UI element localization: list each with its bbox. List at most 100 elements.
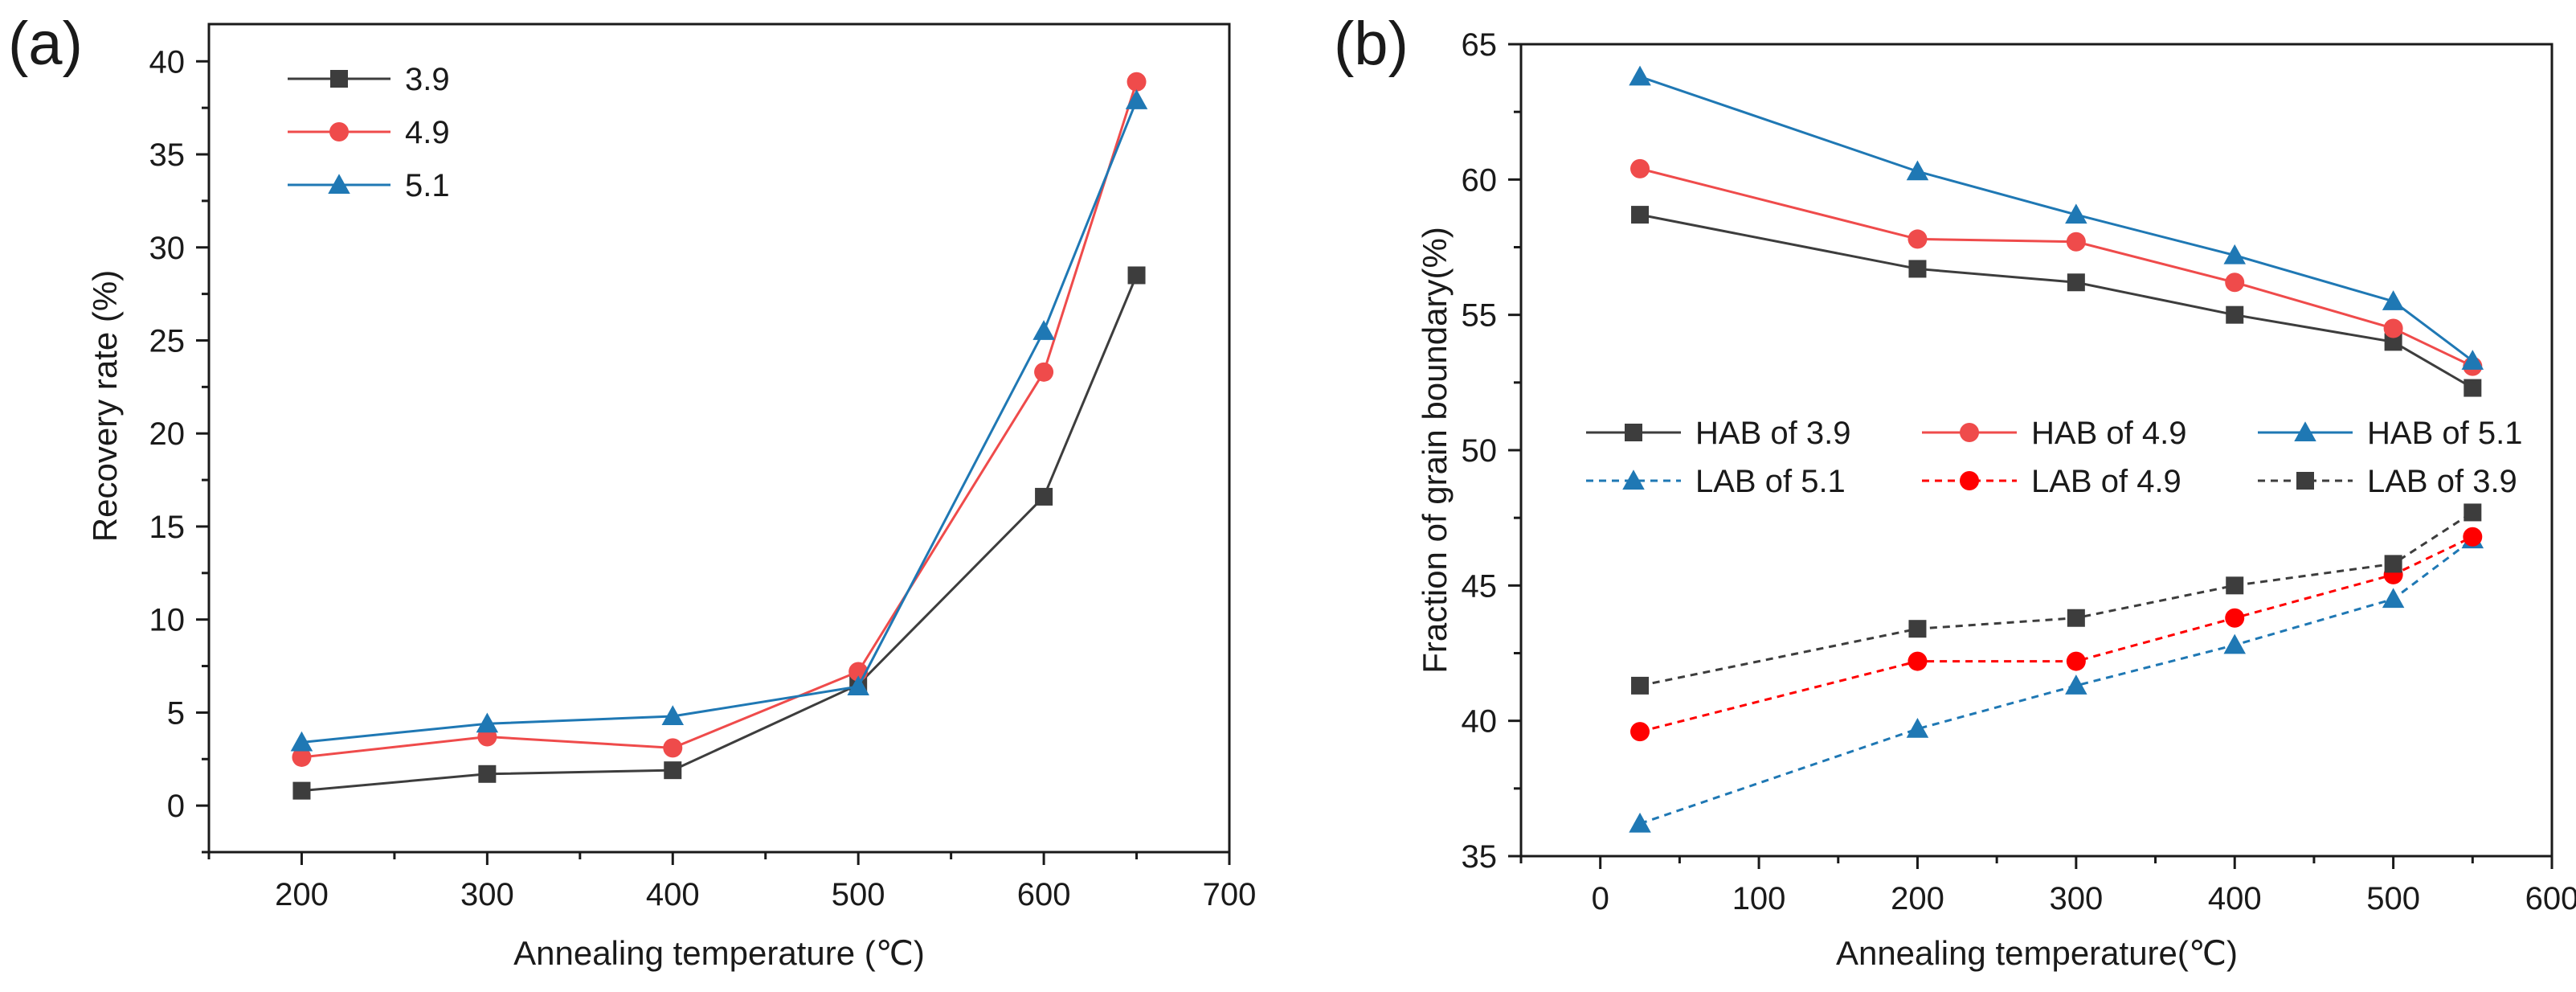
series-hab-of-4-9 [1630,158,2483,376]
legend-label: LAB of 5.1 [1695,464,1846,499]
data-point [2382,290,2405,310]
panel-a-x-ticks: 200 300 400 500 600 700 [207,852,1257,912]
data-point [1629,812,1651,833]
data-point [2461,350,2484,370]
panel-b: (b) 0 100 200 300 400 500 600 35 40 45 50 55 60 65 A… [1334,10,2576,972]
data-point [2464,379,2482,397]
x-tick-label: 600 [1017,877,1071,912]
data-point [2065,674,2087,695]
legend-label: LAB of 3.9 [2367,464,2517,499]
series-hab-of-5-1 [1629,65,2484,370]
data-point [2066,232,2086,252]
legend-item-lab-of-3-9: LAB of 3.9 [2258,464,2517,499]
series-lab-of-4-9 [1630,527,2483,742]
series-line-hab-of-3-9 [1639,213,2474,389]
data-point [292,747,312,767]
y-tick-label: 35 [1462,839,1498,875]
data-point [2225,608,2245,628]
x-tick-label: 500 [832,877,885,912]
panel-a-legend: 3.9 4.9 5.1 [288,62,450,203]
legend-item-5-1: 5.1 [288,168,450,203]
x-tick-label: 600 [2525,881,2576,916]
data-point [1125,89,1148,109]
legend-item-lab-of-4-9: LAB of 4.9 [1922,464,2181,499]
data-point [2226,305,2244,324]
y-tick-label: 55 [1462,298,1498,334]
data-point [2066,651,2086,671]
legend-item-4-9: 4.9 [288,115,450,150]
legend-item-lab-of-5-1: LAB of 5.1 [1586,464,1846,499]
x-tick-label: 400 [2208,881,2262,916]
legend-marker [1960,423,1979,442]
x-tick-label: 700 [1203,877,1257,912]
panel-a-x-axis-title: Annealing temperature (℃) [513,934,925,972]
legend-label: 4.9 [405,115,450,150]
data-point [1032,320,1055,340]
x-tick-label: 300 [460,877,514,912]
panel-b-y-axis-title: Fraction of grain boundary(%) [1416,227,1454,674]
data-point [1629,65,1651,86]
panel-b-tag: (b) [1334,10,1409,78]
legend-item-hab-of-5-1: HAB of 5.1 [2258,416,2522,451]
legend-marker [1625,424,1642,441]
panel-b-legend: HAB of 3.9 HAB of 4.9 HAB of 5.1 LAB of 5.1… [1586,416,2522,499]
data-point [1630,158,1650,178]
data-point [1631,676,1650,695]
data-point [1906,160,1929,181]
series-line-3-9 [301,274,1138,793]
data-point [2383,318,2403,338]
legend-item-hab-of-4-9: HAB of 4.9 [1922,416,2186,451]
data-point [1907,651,1928,671]
panel-a: (a) 200 300 400 500 600 700 0510152025303540 … [8,10,1256,972]
data-point [663,738,683,758]
x-tick-label: 500 [2366,881,2420,916]
panel-a-tag: (a) [8,10,83,78]
series-lab-of-5-1 [1629,528,2484,833]
panel-b-x-ticks: 0 100 200 300 400 500 600 [1519,856,2576,916]
legend-label: HAB of 3.9 [1695,416,1850,451]
legend-marker [2296,472,2314,490]
data-point [1907,229,1928,249]
series-line-hab-of-5-1 [1639,75,2474,363]
panel-b-series [1629,65,2484,833]
series-3-9 [292,266,1146,800]
y-tick-label: 65 [1462,27,1498,63]
x-tick-label: 400 [646,877,700,912]
data-point [476,712,499,733]
data-point [1034,362,1054,382]
series-line-4-9 [301,81,1138,759]
series-hab-of-3-9 [1631,206,2482,397]
legend-label: 3.9 [405,62,450,97]
x-tick-label: 200 [275,877,329,912]
legend-marker [1960,471,1979,490]
y-tick-label: 40 [1462,704,1498,740]
legend-item-hab-of-3-9: HAB of 3.9 [1586,416,1850,451]
panel-a-series [290,72,1148,800]
x-tick-label: 100 [1732,881,1786,916]
legend-label: HAB of 5.1 [2367,416,2522,451]
data-point [2382,588,2405,609]
data-point [661,705,685,726]
data-point [2065,203,2087,224]
data-point [2067,609,2085,627]
series-line-lab-of-3-9 [1639,511,2474,687]
y-tick-label: 60 [1462,162,1498,198]
series-line-hab-of-4-9 [1639,167,2473,367]
legend-marker [329,122,349,141]
data-point [1908,620,1927,638]
data-point [2225,273,2245,293]
panel-a-plot-frame [207,23,1231,854]
data-point [664,761,682,780]
data-point [478,764,497,783]
panel-b-y-ticks: 35 40 45 50 55 60 65 [1462,27,1521,875]
y-tick-label: 15 [149,510,186,545]
y-tick-label: 0 [167,789,185,824]
y-tick-label: 20 [149,416,186,452]
data-point [847,675,869,695]
data-point [1630,722,1650,742]
data-point [292,781,311,800]
y-tick-label: 5 [167,695,185,731]
panel-a-y-ticks: 0 5 10 15 20 25 30 35 40 [149,44,209,854]
y-tick-label: 35 [149,137,186,173]
y-tick-label: 10 [149,603,186,638]
